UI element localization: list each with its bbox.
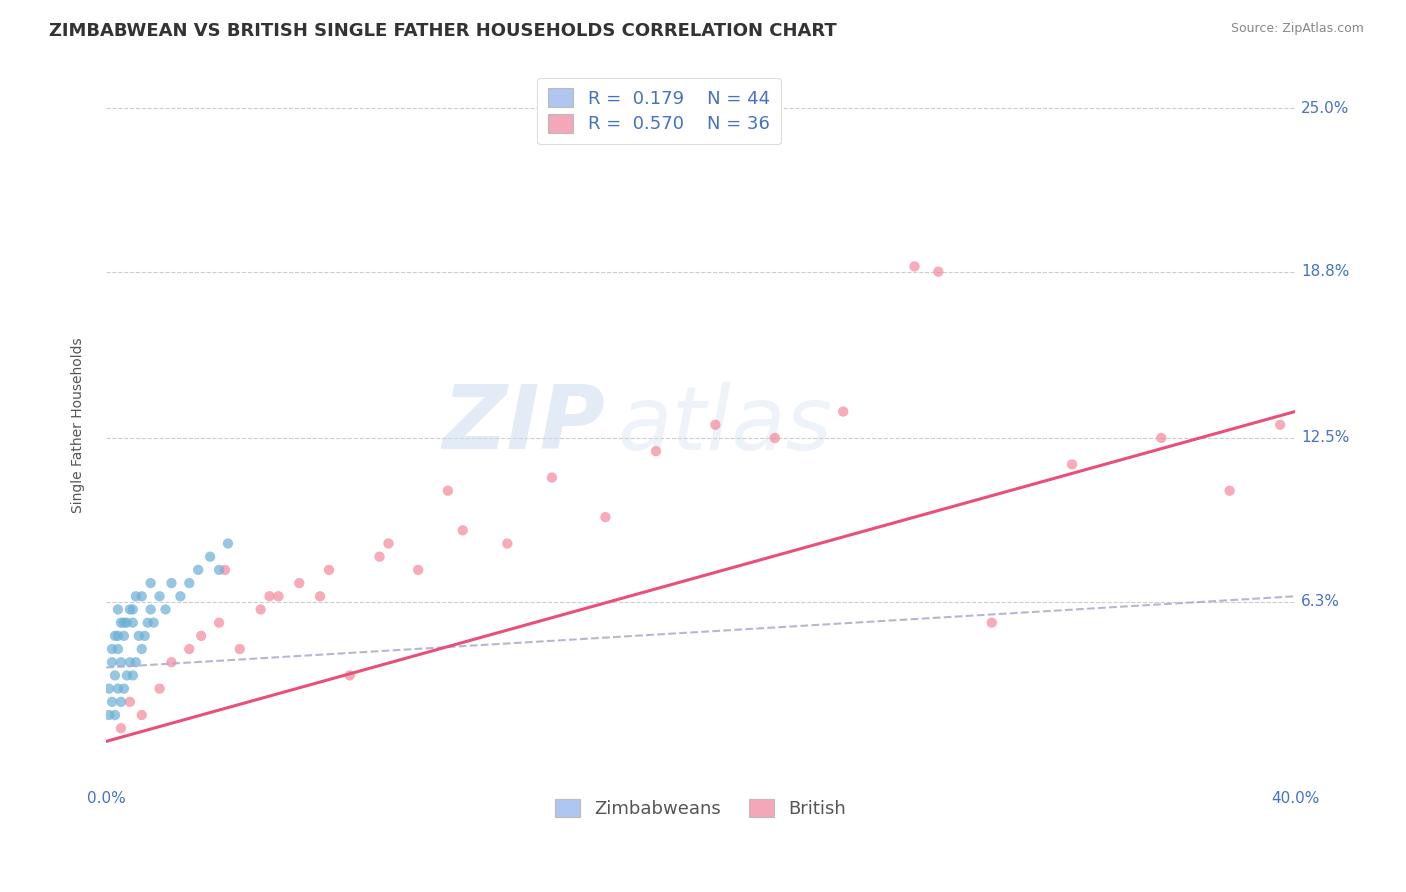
Point — [121, 668, 143, 682]
Text: ZIP: ZIP — [443, 381, 606, 468]
Point — [98, 708, 121, 723]
Point — [927, 265, 949, 279]
Text: Source: ZipAtlas.com: Source: ZipAtlas.com — [1230, 22, 1364, 36]
Point — [110, 721, 132, 735]
Point — [128, 629, 150, 643]
Point — [217, 536, 239, 550]
Point — [451, 524, 474, 538]
Point — [832, 404, 855, 418]
Point — [112, 681, 135, 696]
Point — [198, 549, 221, 564]
Point — [368, 549, 391, 564]
Point — [160, 576, 183, 591]
Point — [339, 668, 361, 682]
Point — [214, 563, 236, 577]
Point — [187, 563, 209, 577]
Point — [110, 615, 132, 630]
Point — [134, 629, 156, 643]
Point — [208, 563, 231, 577]
Legend: Zimbabweans, British: Zimbabweans, British — [548, 791, 853, 825]
Point — [155, 602, 177, 616]
Point — [110, 695, 132, 709]
Point — [131, 589, 153, 603]
Point — [110, 655, 132, 669]
Point — [107, 681, 129, 696]
Point — [139, 602, 162, 616]
Point — [496, 536, 519, 550]
Y-axis label: Single Father Households: Single Father Households — [72, 337, 86, 513]
Point — [131, 708, 153, 723]
Point — [595, 510, 617, 524]
Point — [107, 642, 129, 657]
Point — [107, 629, 129, 643]
Point — [541, 470, 564, 484]
Point — [169, 589, 191, 603]
Point — [763, 431, 786, 445]
Point — [148, 681, 170, 696]
Text: 12.5%: 12.5% — [1301, 431, 1350, 445]
Point — [121, 602, 143, 616]
Point — [142, 615, 165, 630]
Text: 25.0%: 25.0% — [1301, 101, 1350, 116]
Point — [118, 602, 141, 616]
Point — [148, 589, 170, 603]
Point — [98, 681, 121, 696]
Point — [190, 629, 212, 643]
Point — [259, 589, 281, 603]
Point — [112, 629, 135, 643]
Point — [406, 563, 429, 577]
Point — [249, 602, 271, 616]
Point — [267, 589, 290, 603]
Point — [229, 642, 252, 657]
Point — [318, 563, 340, 577]
Point — [645, 444, 668, 458]
Point — [903, 260, 925, 274]
Point — [704, 417, 727, 432]
Text: 6.3%: 6.3% — [1301, 594, 1340, 609]
Point — [179, 576, 201, 591]
Point — [101, 655, 124, 669]
Point — [136, 615, 159, 630]
Point — [125, 589, 148, 603]
Point — [980, 615, 1002, 630]
Point — [115, 668, 138, 682]
Point — [125, 655, 148, 669]
Point — [104, 668, 127, 682]
Text: ZIMBABWEAN VS BRITISH SINGLE FATHER HOUSEHOLDS CORRELATION CHART: ZIMBABWEAN VS BRITISH SINGLE FATHER HOUS… — [49, 22, 837, 40]
Point — [377, 536, 399, 550]
Point — [107, 602, 129, 616]
Point — [101, 642, 124, 657]
Point — [288, 576, 311, 591]
Point — [101, 695, 124, 709]
Point — [131, 642, 153, 657]
Point — [104, 708, 127, 723]
Point — [437, 483, 460, 498]
Point — [112, 615, 135, 630]
Point — [1150, 431, 1173, 445]
Point — [179, 642, 201, 657]
Point — [118, 655, 141, 669]
Point — [115, 615, 138, 630]
Point — [1268, 417, 1291, 432]
Point — [1219, 483, 1241, 498]
Point — [139, 576, 162, 591]
Point — [1060, 458, 1083, 472]
Text: atlas: atlas — [617, 382, 832, 467]
Point — [118, 695, 141, 709]
Point — [121, 615, 143, 630]
Text: 18.8%: 18.8% — [1301, 264, 1350, 279]
Point — [104, 629, 127, 643]
Point — [160, 655, 183, 669]
Point — [309, 589, 332, 603]
Point — [208, 615, 231, 630]
